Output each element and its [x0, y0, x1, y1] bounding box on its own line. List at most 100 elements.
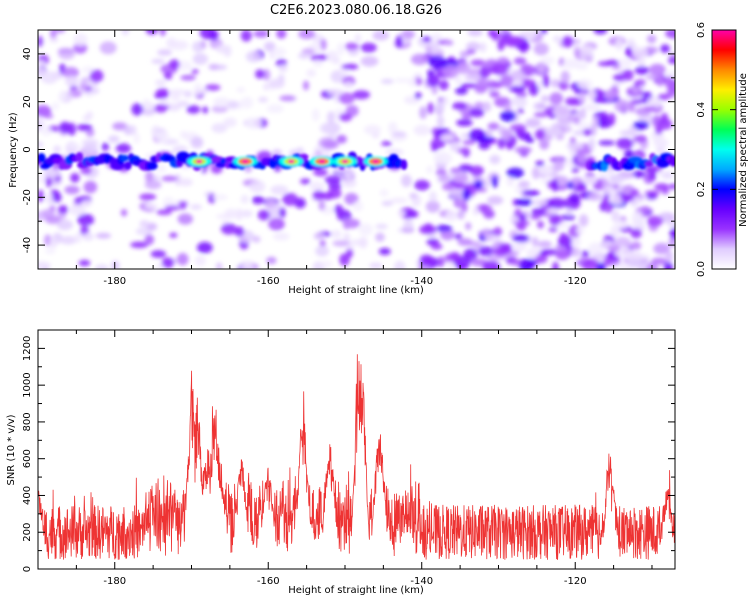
heatmap-cell [500, 74, 514, 88]
heatmap-cell [458, 164, 473, 173]
x-tick-label: -140 [410, 276, 433, 287]
heatmap-cell [619, 194, 634, 202]
heatmap-cell [664, 76, 675, 89]
heatmap-cell [240, 260, 255, 265]
heatmap-cell [528, 83, 539, 96]
heatmap-cell [441, 134, 455, 141]
heatmap-cell [166, 103, 181, 112]
heatmap-cell [450, 251, 460, 262]
heatmap-cell [426, 165, 433, 174]
heatmap-cell [155, 130, 170, 143]
heatmap-cell [271, 219, 281, 228]
heatmap-cell [425, 200, 440, 213]
heatmap-cell [569, 193, 581, 204]
heatmap-cell [343, 81, 354, 89]
heatmap-cell [512, 234, 530, 243]
heatmap-cell [576, 182, 587, 192]
heatmap-cell [76, 123, 93, 132]
y-tick-label: 1000 [22, 372, 33, 397]
heatmap-cell [540, 30, 547, 35]
heatmap-cell [52, 192, 62, 203]
heatmap-cell [176, 252, 189, 266]
heatmap-cell [38, 60, 45, 67]
heatmap-cell [223, 45, 232, 57]
heatmap-cell [519, 258, 538, 268]
heatmap-cell [302, 80, 310, 91]
heatmap-cell [180, 130, 188, 139]
x-tick-label: -180 [103, 276, 126, 287]
heatmap-cell [83, 180, 98, 194]
heatmap-cell [565, 208, 573, 216]
heatmap-cell [491, 62, 509, 76]
heatmap-cell [440, 231, 455, 240]
heatmap-cell [489, 90, 500, 98]
heatmap-cell [592, 115, 599, 129]
heatmap-cell [604, 89, 617, 102]
heatmap-cell [241, 96, 254, 109]
heatmap-cell [508, 86, 525, 93]
heatmap-panel: -180 -160 -140 -120 -40 -20 0 20 40 Height of st… [8, 29, 676, 296]
heatmap-cell [625, 46, 632, 58]
heatmap-cell [657, 118, 673, 130]
heatmap-cell [469, 165, 484, 176]
heatmap-cell [576, 226, 585, 235]
heatmap-cell [59, 90, 66, 102]
heatmap-cell [525, 118, 541, 128]
heatmap-cell [313, 59, 324, 68]
heatmap-cell [426, 74, 440, 87]
heatmap-cell [73, 33, 88, 47]
heatmap-cell [369, 262, 383, 269]
heatmap-cell [611, 210, 620, 223]
heatmap-cell [447, 261, 456, 269]
heatmap-cell [414, 179, 430, 191]
heatmap-cell [453, 173, 469, 184]
y-tick-label: 20 [22, 95, 33, 108]
heatmap-cell [581, 259, 598, 269]
heatmap-cell [438, 174, 450, 183]
heatmap-band-cell [645, 160, 654, 168]
heatmap-cell [372, 30, 390, 41]
heatmap-cell [410, 53, 429, 66]
heatmap-cell [559, 232, 567, 246]
heatmap-cell [268, 78, 285, 89]
heatmap-cell [436, 100, 445, 113]
colorbar-tick-label: 0.4 [696, 102, 707, 118]
heatmap-cell [535, 254, 548, 264]
heatmap-cell [151, 58, 165, 64]
heatmap-cell [211, 105, 228, 113]
heatmap-cell [522, 190, 540, 197]
heatmap-cell [499, 36, 506, 50]
heatmap-cell [615, 38, 624, 51]
heatmap-cell [312, 108, 320, 122]
heatmap-cell [95, 232, 112, 239]
heatmap-cell [196, 241, 213, 254]
heatmap-cell [465, 222, 472, 231]
heatmap-cell [401, 30, 416, 39]
heatmap-band-cell [400, 159, 408, 170]
heatmap-cell [321, 192, 334, 201]
heatmap-cell [648, 63, 666, 76]
heatmap-cell [352, 201, 364, 212]
heatmap-cell [319, 122, 335, 134]
heatmap-cell [388, 121, 398, 135]
heatmap-cell [628, 100, 635, 113]
heatmap-cell [315, 245, 329, 257]
heatmap-cell [565, 97, 577, 106]
heatmap-cell [536, 80, 544, 86]
heatmap-cell [57, 47, 75, 54]
heatmap-cell [500, 246, 513, 254]
heatmap-cell [143, 103, 156, 110]
heatmap-cell [548, 227, 558, 233]
heatmap-cell [403, 209, 419, 219]
colorbar-tick-label: 0.6 [696, 22, 707, 38]
heatmap-cell [479, 65, 491, 79]
heatmap-cell [263, 83, 270, 91]
heatmap-cell [588, 137, 595, 151]
heatmap-cell [49, 238, 58, 249]
heatmap-cell [651, 257, 668, 265]
heatmap-cell [518, 180, 530, 189]
heatmap-cell [634, 66, 650, 75]
heatmap-cell [321, 140, 339, 150]
heatmap-cell [613, 74, 626, 82]
